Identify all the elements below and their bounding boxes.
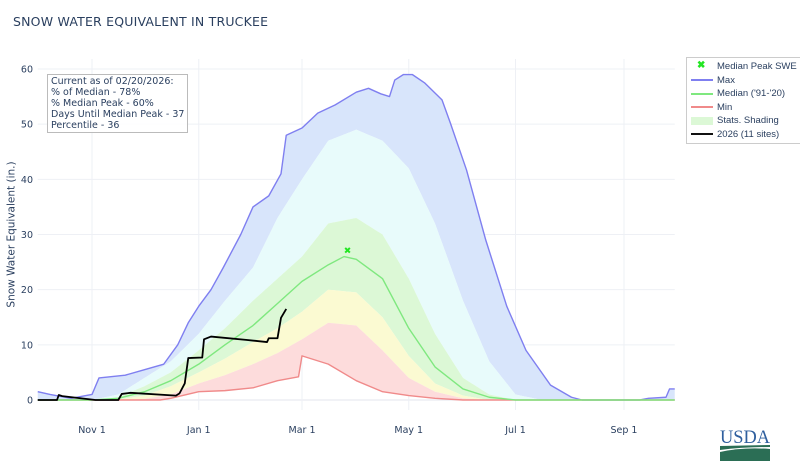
legend-item-max[interactable]: Max — [687, 74, 797, 88]
shade-max-band — [37, 74, 675, 401]
min-line — [37, 355, 675, 401]
y-tick-label: 20 — [21, 285, 33, 296]
current-year-line — [37, 308, 288, 401]
shade-p10-band — [37, 322, 675, 400]
x-tick-label: Jul 1 — [504, 425, 526, 436]
series-lines — [37, 73, 675, 401]
legend-label: Max — [717, 74, 735, 86]
shade-p70-band — [37, 217, 675, 400]
legend-item-shading[interactable]: Stats. Shading — [687, 114, 797, 128]
legend: ✖ Median Peak SWE Max Median ('91-'20) M… — [686, 57, 800, 144]
legend-item-median-peak[interactable]: ✖ Median Peak SWE — [687, 60, 797, 74]
axis-ticks: 0 10 20 30 40 50 60 Nov 1 Jan 1 Mar 1 May 1 Jul 1 Se… — [21, 65, 638, 437]
shade-swatch-icon — [691, 116, 713, 125]
x-tick-label: May 1 — [394, 425, 423, 436]
y-axis-label: Snow Water Equivalent (in.) — [5, 161, 18, 308]
y-tick-label: 10 — [21, 340, 33, 351]
status-annotation: Current as of 02/20/2026: % of Median - … — [47, 74, 189, 133]
shade-p90-band — [37, 129, 675, 400]
legend-label: Median Peak SWE — [717, 61, 797, 73]
shade-p30-band — [37, 289, 675, 400]
usda-logo: USDA — [720, 427, 770, 461]
y-tick-label: 30 — [21, 230, 33, 241]
legend-label: 2026 (11 sites) — [717, 128, 780, 140]
median-line — [37, 255, 675, 401]
legend-label: Median ('91-'20) — [717, 88, 786, 100]
legend-item-median[interactable]: Median ('91-'20) — [687, 87, 797, 101]
x-tick-label: Jan 1 — [186, 425, 211, 436]
max-line — [37, 73, 675, 401]
y-tick-label: 50 — [21, 120, 33, 131]
line-swatch-icon — [691, 92, 713, 95]
chart-title: SNOW WATER EQUIVALENT IN TRUCKEE — [13, 14, 269, 29]
annotation-line: % of Median - 78% — [51, 87, 141, 98]
annotation-line: % Median Peak - 60% — [51, 98, 154, 109]
line-swatch-icon — [691, 133, 713, 136]
y-tick-label: 60 — [21, 65, 33, 76]
legend-item-2026[interactable]: 2026 (11 sites) — [687, 128, 797, 142]
annotation-line: Current as of 02/20/2026: — [51, 76, 174, 87]
svg-text:USDA: USDA — [720, 427, 770, 448]
stats-shading — [37, 74, 675, 401]
y-tick-label: 0 — [27, 396, 33, 407]
x-marker-icon: ✖ — [697, 59, 706, 71]
median-peak-marker: ✖ — [344, 246, 352, 256]
markers: ✖ — [344, 246, 352, 256]
x-tick-label: Nov 1 — [78, 425, 106, 436]
legend-label: Stats. Shading — [717, 115, 779, 127]
line-swatch-icon — [691, 106, 713, 109]
legend-item-min[interactable]: Min — [687, 101, 797, 115]
y-tick-label: 40 — [21, 175, 33, 186]
x-tick-label: Sep 1 — [611, 425, 638, 436]
line-swatch-icon — [691, 79, 713, 82]
annotation-line: Percentile - 36 — [51, 120, 120, 131]
x-tick-label: Mar 1 — [289, 425, 316, 436]
legend-label: Min — [717, 101, 733, 113]
annotation-line: Days Until Median Peak - 37 — [51, 109, 185, 120]
